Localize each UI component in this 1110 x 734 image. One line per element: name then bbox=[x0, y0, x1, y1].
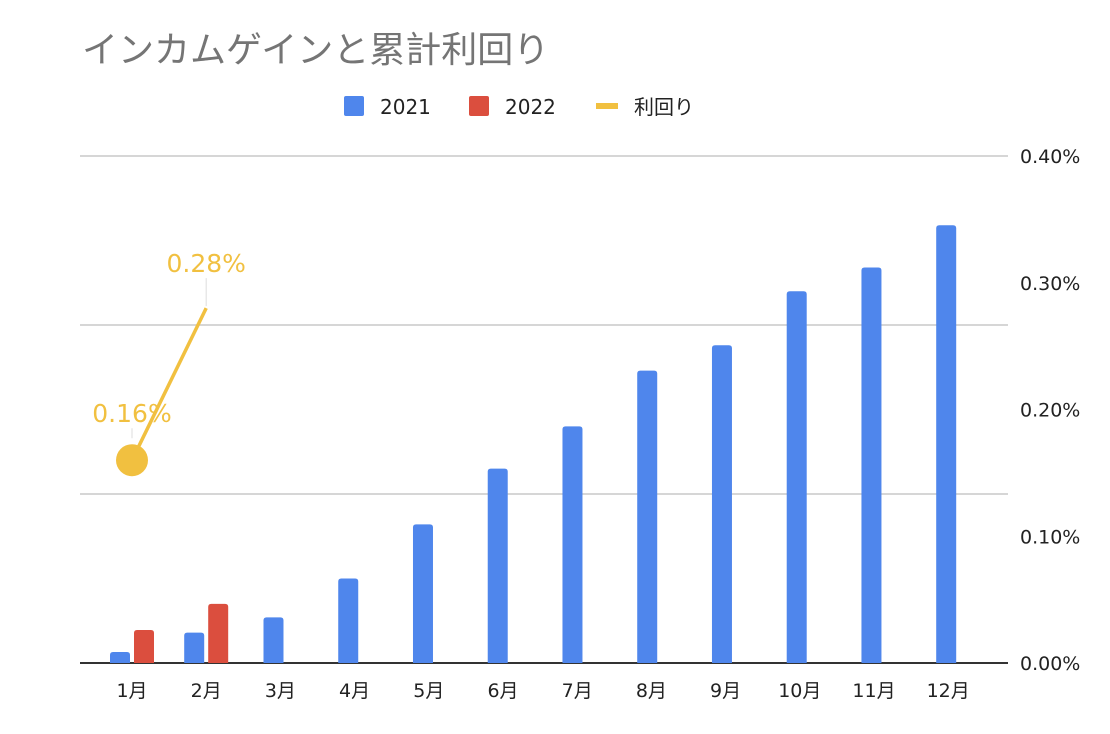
legend-swatch-2021 bbox=[344, 96, 364, 116]
x-axis-tick: 9月 bbox=[710, 680, 741, 702]
bar-2021-11月 bbox=[861, 267, 882, 663]
x-axis-tick: 2月 bbox=[191, 680, 222, 702]
legend-swatch-2022 bbox=[469, 96, 489, 116]
x-axis-tick: 8月 bbox=[636, 680, 667, 702]
yield-point bbox=[116, 444, 148, 477]
x-axis-tick: 3月 bbox=[265, 680, 296, 702]
right-axis-tick: 0.30% bbox=[1020, 273, 1080, 295]
bar-2022-1月 bbox=[134, 630, 154, 663]
bar-2021-4月 bbox=[338, 578, 359, 663]
bar-2022-2月 bbox=[208, 603, 229, 663]
x-axis-tick: 1月 bbox=[116, 680, 147, 702]
bar-2021-6月 bbox=[487, 468, 508, 663]
yield-data-label: 0.16% bbox=[92, 399, 171, 428]
bar-2021-2月 bbox=[184, 632, 205, 663]
bar-2021-7月 bbox=[562, 426, 583, 663]
right-axis-tick: 0.20% bbox=[1020, 400, 1080, 422]
bar-2021-12月 bbox=[936, 225, 957, 664]
bar-2021-5月 bbox=[412, 524, 433, 663]
x-axis-tick: 12月 bbox=[927, 680, 970, 702]
x-axis-tick: 4月 bbox=[339, 680, 370, 702]
legend-label: 利回り bbox=[634, 95, 694, 119]
bar-2021-9月 bbox=[711, 345, 732, 663]
right-axis-tick: 0.00% bbox=[1020, 653, 1080, 675]
right-axis-tick: 0.40% bbox=[1020, 146, 1080, 168]
yield-line-path bbox=[130, 307, 208, 461]
legend: 2021 2022 利回り bbox=[344, 95, 694, 119]
legend-label: 2022 bbox=[505, 95, 556, 119]
x-axis-labels: 1月 2月 3月 4月 5月 6月 7月 8月 9月 10月 11月 12月 bbox=[116, 680, 969, 702]
legend-swatch-利回り bbox=[596, 103, 618, 109]
bars bbox=[110, 225, 957, 664]
x-axis-tick: 6月 bbox=[487, 680, 518, 702]
gridlines bbox=[80, 155, 1008, 664]
x-axis-tick: 10月 bbox=[778, 680, 821, 702]
bar-2021-3月 bbox=[263, 617, 284, 663]
yield-line: 0.16% 0.28% bbox=[92, 249, 246, 477]
x-axis-tick: 5月 bbox=[413, 680, 444, 702]
legend-label: 2021 bbox=[380, 95, 431, 119]
x-axis-tick: 11月 bbox=[852, 680, 895, 702]
bar-2021-10月 bbox=[786, 291, 807, 663]
yield-data-label: 0.28% bbox=[166, 249, 245, 278]
bar-2021-1月 bbox=[110, 652, 130, 663]
bar-2021-8月 bbox=[637, 370, 658, 663]
x-axis-tick: 7月 bbox=[562, 680, 593, 702]
chart-title: インカムゲインと累計利回り bbox=[82, 30, 549, 71]
right-axis-labels: 0.00% 0.10% 0.20% 0.30% 0.40% bbox=[1020, 146, 1080, 675]
right-axis-tick: 0.10% bbox=[1020, 526, 1080, 548]
